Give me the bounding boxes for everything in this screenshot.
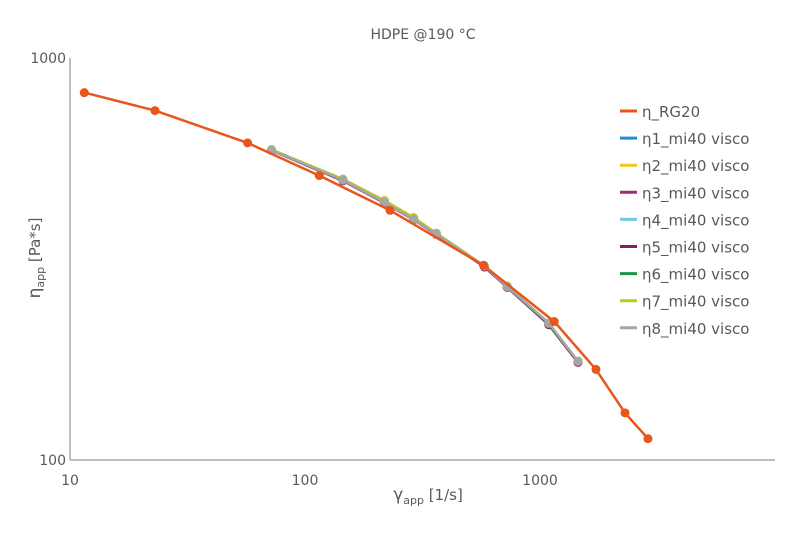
legend-item: η7_mi40 visco — [620, 293, 749, 312]
y-axis-symbol: η — [25, 288, 45, 299]
legend-item: η8_mi40 visco — [620, 320, 749, 339]
series-4 — [266, 145, 583, 367]
legend-label: η7_mi40 visco — [642, 293, 749, 312]
data-point — [79, 88, 89, 98]
series-8 — [266, 145, 583, 366]
series-line — [271, 149, 579, 364]
data-point — [643, 434, 653, 444]
data-point — [314, 171, 324, 181]
x-axis-unit: [1/s] — [424, 486, 463, 504]
y-axis-sub: app — [34, 267, 47, 288]
legend-label: η4_mi40 visco — [642, 211, 749, 230]
series-5 — [266, 145, 583, 366]
y-tick-label: 100 — [39, 453, 66, 469]
data-point — [591, 364, 601, 374]
legend-label: η6_mi40 visco — [642, 266, 749, 285]
series-line — [271, 148, 579, 363]
legend-item: η2_mi40 visco — [620, 157, 749, 176]
chart-title: HDPE @190 °C — [371, 27, 476, 43]
data-point — [380, 198, 390, 208]
series-3 — [266, 145, 583, 366]
legend-item: η1_mi40 visco — [620, 130, 749, 149]
data-point — [479, 260, 489, 270]
y-tick-label: 1000 — [30, 51, 66, 67]
x-axis-symbol: γ — [393, 485, 403, 505]
data-point — [549, 317, 559, 327]
legend-label: η5_mi40 visco — [642, 239, 749, 258]
x-tick-label: 1000 — [522, 473, 558, 489]
y-ticks: 100 1000 — [30, 51, 66, 469]
series-line — [271, 148, 579, 363]
series-7 — [266, 145, 583, 366]
y-axis-title: ηapp [Pa*s] — [25, 218, 47, 299]
series-line — [271, 148, 579, 363]
data-point — [385, 205, 395, 215]
legend-item: η_RG20 — [620, 103, 700, 122]
legend-item: η5_mi40 visco — [620, 239, 749, 258]
legend-label: η3_mi40 visco — [642, 184, 749, 203]
legend-item: η6_mi40 visco — [620, 266, 749, 285]
legend-item: η3_mi40 visco — [620, 184, 749, 203]
data-point — [573, 356, 583, 366]
legend: η_RG20 η1_mi40 visco η2_mi40 visco η3_mi40 … — [620, 103, 749, 339]
legend-label: η_RG20 — [642, 103, 700, 122]
x-axis-sub: app — [403, 494, 424, 507]
series-6 — [266, 145, 583, 367]
y-axis-unit: [Pa*s] — [26, 218, 44, 267]
legend-label: η2_mi40 visco — [642, 157, 749, 176]
series-line — [271, 148, 579, 363]
x-ticks: 10 100 1000 — [61, 473, 558, 489]
series-line — [271, 148, 579, 363]
data-point — [620, 408, 630, 418]
axes — [69, 58, 775, 461]
series-1 — [79, 88, 653, 444]
x-tick-label: 100 — [292, 473, 319, 489]
series-line — [271, 149, 579, 364]
x-tick-label: 10 — [61, 473, 79, 489]
data-point — [338, 175, 348, 185]
series-9 — [266, 145, 583, 366]
data-point — [150, 106, 160, 116]
plot-area — [79, 88, 653, 444]
legend-label: η1_mi40 visco — [642, 130, 749, 149]
series-line — [271, 148, 579, 363]
legend-item: η4_mi40 visco — [620, 211, 749, 230]
data-point — [243, 138, 253, 148]
legend-label: η8_mi40 visco — [642, 320, 749, 339]
x-axis-title: γapp [1/s] — [393, 485, 463, 507]
series-line — [83, 91, 649, 440]
series-2 — [266, 145, 583, 366]
